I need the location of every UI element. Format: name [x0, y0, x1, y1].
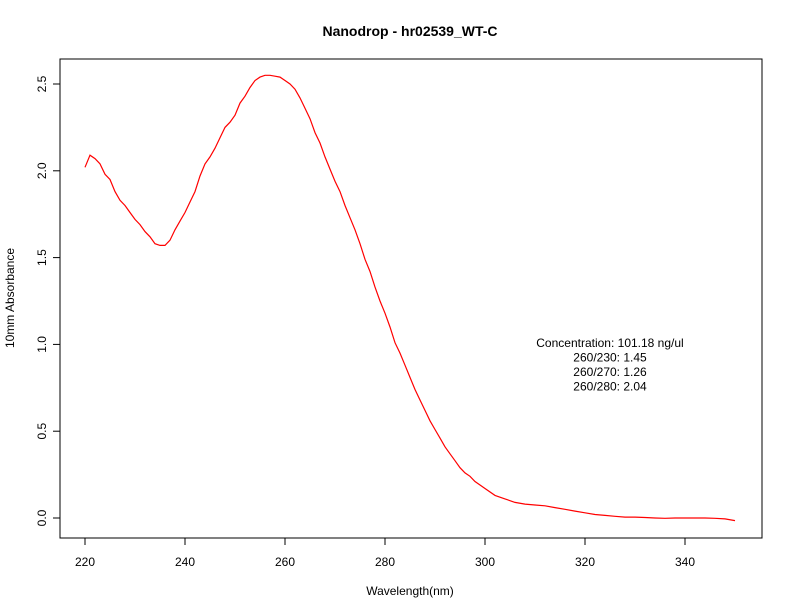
y-tick-label: 1.0	[35, 336, 49, 353]
y-tick-label: 2.5	[35, 75, 49, 92]
y-tick-label: 2.0	[35, 162, 49, 179]
x-tick-label: 220	[75, 555, 95, 569]
y-tick-label: 0.0	[35, 509, 49, 526]
y-axis-label: 10mm Absorbance	[3, 248, 17, 348]
x-tick-label: 260	[275, 555, 295, 569]
x-tick-label: 320	[575, 555, 595, 569]
y-axis: 0.0 0.5 1.0 1.5 2.0 2.5	[35, 75, 61, 526]
absorbance-series-line	[84, 74, 736, 522]
annotation-line: 260/230: 1.45	[573, 351, 647, 365]
x-tick-label: 300	[475, 555, 495, 569]
x-tick-label: 240	[175, 555, 195, 569]
x-axis-label: Wavelength(nm)	[366, 584, 454, 598]
chart-title: Nanodrop - hr02539_WT-C	[322, 23, 497, 39]
x-axis: 220 240 260 280 300 320 340	[75, 537, 695, 569]
annotation-line: 260/270: 1.26	[573, 365, 647, 379]
x-tick-label: 340	[675, 555, 695, 569]
x-tick-label: 280	[375, 555, 395, 569]
annotation-line: 260/280: 2.04	[573, 380, 647, 394]
y-tick-label: 1.5	[35, 249, 49, 266]
annotation-line: Concentration: 101.18 ng/ul	[536, 336, 683, 350]
plot-frame	[59, 58, 763, 539]
y-tick-label: 0.5	[35, 423, 49, 440]
